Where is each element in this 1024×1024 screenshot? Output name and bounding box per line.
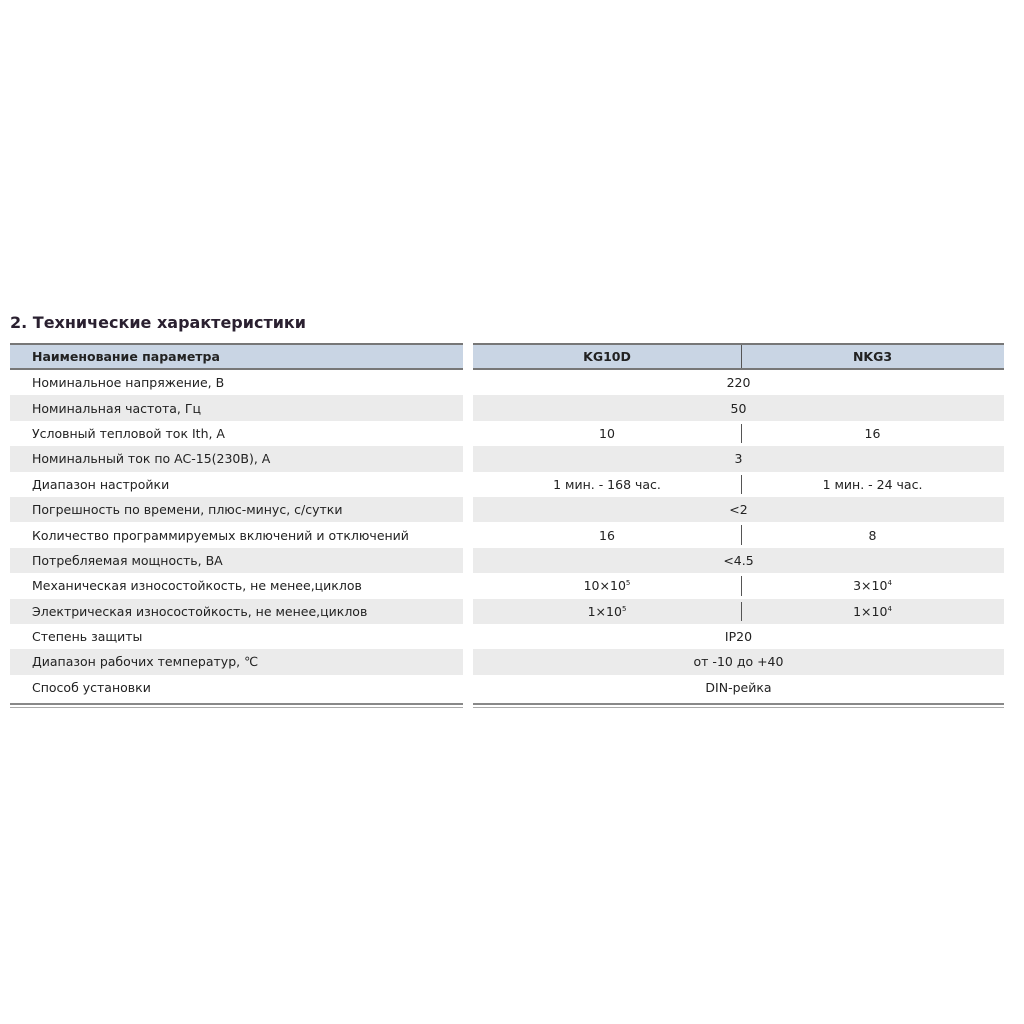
param-name: Диапазон настройки — [32, 476, 170, 492]
value-text: 1×10 — [587, 603, 622, 619]
table-row: Способ установки DIN-рейка — [10, 675, 1004, 700]
value-exponent: 5 — [621, 604, 627, 613]
table-row: Степень защиты IP20 — [10, 624, 1004, 649]
param-name: Электрическая износостойкость, не менее,… — [10, 598, 463, 624]
param-name: Погрешность по времени, плюс-минус, с/су… — [10, 496, 463, 523]
param-name: Номинальный ток по AC-15(230В), А — [10, 446, 463, 472]
param-value: DIN-рейка — [705, 679, 772, 695]
table-row: Диапазон настройки 1 мин. - 168 час. 1 мин… — [10, 472, 1004, 497]
param-name: Номинальная частота, Гц — [10, 395, 463, 421]
param-name: Условный тепловой ток Ith, А — [32, 425, 225, 441]
table-row: Условный тепловой ток Ith, А 10 16 — [10, 421, 1004, 446]
param-value: 10 — [473, 426, 741, 441]
param-value: 1 мин. - 168 час. — [473, 477, 741, 492]
param-value: 3×104 — [741, 578, 1004, 593]
value-text: 16 — [599, 527, 615, 543]
value-exponent: 4 — [887, 579, 892, 588]
param-value: 16 — [741, 426, 1004, 441]
table-row: Электрическая износостойкость, не менее,… — [10, 598, 1004, 624]
param-value: 50 — [730, 400, 747, 416]
param-name: Степень защиты — [32, 629, 143, 645]
param-name: Потребляемая мощность, ВА — [10, 547, 463, 574]
value-text: 3×10 — [853, 578, 888, 594]
table-row: Потребляемая мощность, ВА <4.5 — [10, 547, 1004, 574]
header-model-kg10d: KG10D — [583, 349, 631, 364]
section-title: 2. Технические характеристики — [10, 313, 306, 332]
value-text: 10 — [599, 425, 615, 441]
value-text: 1 мин. - 24 час. — [822, 476, 923, 492]
param-name: Номинальное напряжение, В — [32, 375, 225, 391]
table-row: Номинальная частота, Гц 50 — [10, 395, 1004, 421]
table-row: Механическая износостойкость, не менее,ц… — [10, 573, 1004, 598]
param-value: 8 — [741, 528, 1004, 543]
param-value: 16 — [473, 528, 741, 543]
param-value: 1×105 — [473, 604, 741, 619]
table-row: Номинальный ток по AC-15(230В), А 3 — [10, 446, 1004, 472]
value-text: 10×10 — [583, 578, 626, 594]
value-text: 16 — [864, 425, 881, 441]
param-value: IP20 — [724, 629, 753, 645]
table-header: Наименование параметра KG10D NKG3 — [10, 343, 1004, 370]
value-exponent: 4 — [887, 604, 892, 613]
param-value: 10×105 — [473, 578, 741, 593]
param-value: 220 — [726, 375, 751, 391]
param-name: Механическая износостойкость, не менее,ц… — [32, 578, 362, 594]
param-name: Количество программируемых включений и о… — [32, 527, 409, 543]
table-footer-rule — [10, 703, 1004, 708]
param-value: 1 мин. - 24 час. — [741, 477, 1004, 492]
param-value: <4.5 — [723, 552, 754, 568]
table-row: Погрешность по времени, плюс-минус, с/су… — [10, 496, 1004, 523]
spec-table: Наименование параметра KG10D NKG3 Номина… — [10, 343, 1004, 700]
param-value: 3 — [734, 451, 743, 467]
param-name: Способ установки — [32, 679, 151, 695]
table-row: Номинальное напряжение, В 220 — [10, 370, 1004, 395]
header-model-nkg3: NKG3 — [852, 349, 893, 364]
table-row: Количество программируемых включений и о… — [10, 522, 1004, 547]
value-exponent: 5 — [625, 579, 631, 588]
header-param: Наименование параметра — [10, 343, 463, 370]
param-value: <2 — [729, 502, 748, 518]
param-value: 1×104 — [741, 604, 1004, 619]
table-row: Диапазон рабочих температур, ℃ от -10 до … — [10, 649, 1004, 675]
param-value: от -10 до +40 — [693, 654, 784, 670]
value-text: 1×10 — [853, 603, 888, 619]
value-text: 1 мин. - 168 час. — [553, 476, 661, 492]
param-name: Диапазон рабочих температур, ℃ — [10, 649, 463, 675]
value-text: 8 — [868, 527, 877, 543]
